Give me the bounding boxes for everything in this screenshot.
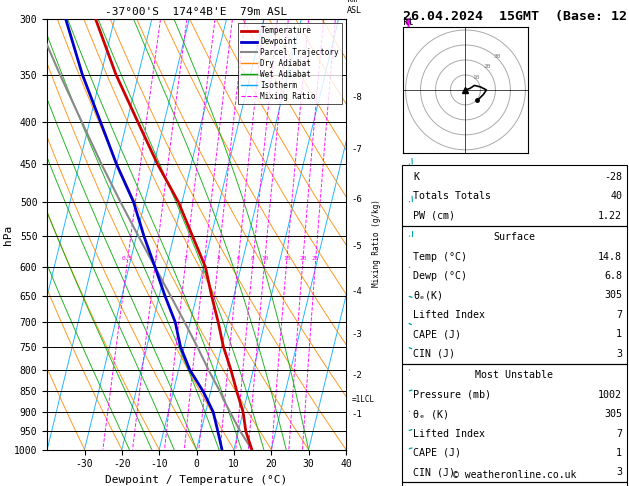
Text: 30: 30 [494,53,501,58]
Text: 3: 3 [616,349,622,359]
X-axis label: Dewpoint / Temperature (°C): Dewpoint / Temperature (°C) [106,475,287,485]
Text: 1: 1 [616,448,622,458]
Text: θₑ(K): θₑ(K) [413,291,443,300]
Legend: Temperature, Dewpoint, Parcel Trajectory, Dry Adiabat, Wet Adiabat, Isotherm, Mi: Temperature, Dewpoint, Parcel Trajectory… [238,23,342,104]
Text: 305: 305 [604,409,622,419]
Text: 0.5: 0.5 [122,256,133,261]
Text: 1: 1 [153,256,157,261]
Text: Mixing Ratio (g/kg): Mixing Ratio (g/kg) [372,199,381,287]
Text: -3: -3 [352,330,362,339]
Text: 40: 40 [610,191,622,201]
Text: Most Unstable: Most Unstable [475,370,554,380]
Text: 15: 15 [283,256,291,261]
Text: 3: 3 [616,468,622,477]
Text: Temp (°C): Temp (°C) [413,252,467,261]
Text: 4: 4 [216,256,220,261]
Text: Pressure (mb): Pressure (mb) [413,390,491,399]
Text: -4: -4 [352,287,362,296]
Text: 1002: 1002 [598,390,622,399]
Title: -37°00'S  174°4B'E  79m ASL: -37°00'S 174°4B'E 79m ASL [106,7,287,17]
Text: =1LCL: =1LCL [352,395,375,404]
Text: 8: 8 [251,256,255,261]
Bar [402,226,626,364]
Text: Dewp (°C): Dewp (°C) [413,271,467,281]
Text: 1: 1 [616,330,622,339]
Text: -8: -8 [352,93,362,102]
Text: Lifted Index: Lifted Index [413,429,485,438]
Text: 14.8: 14.8 [598,252,622,261]
Bar [402,165,626,226]
Text: Surface: Surface [493,232,535,242]
Bar [402,364,626,482]
Text: 7: 7 [616,429,622,438]
Text: 20: 20 [299,256,306,261]
Text: CAPE (J): CAPE (J) [413,448,461,458]
Text: 305: 305 [604,291,622,300]
Text: -7: -7 [352,145,362,154]
Text: CIN (J): CIN (J) [413,468,455,477]
Text: 10: 10 [472,75,480,80]
Text: 26.04.2024  15GMT  (Base: 12): 26.04.2024 15GMT (Base: 12) [403,10,629,23]
Text: Totals Totals: Totals Totals [413,191,491,201]
Text: 7: 7 [616,310,622,320]
Text: -2: -2 [352,371,362,380]
Text: 6.8: 6.8 [604,271,622,281]
Y-axis label: hPa: hPa [3,225,13,244]
Text: -28: -28 [604,172,622,182]
Text: kt: kt [403,17,415,27]
Text: K: K [413,172,419,182]
Text: θₑ (K): θₑ (K) [413,409,449,419]
Text: 10: 10 [261,256,269,261]
Text: -1: -1 [352,410,362,419]
Text: © weatheronline.co.uk: © weatheronline.co.uk [452,470,576,480]
Text: 2: 2 [184,256,187,261]
Text: CIN (J): CIN (J) [413,349,455,359]
Text: CAPE (J): CAPE (J) [413,330,461,339]
Text: 25: 25 [312,256,320,261]
Text: km
ASL: km ASL [347,0,362,15]
Text: 3: 3 [203,256,206,261]
Text: Lifted Index: Lifted Index [413,310,485,320]
Text: 20: 20 [483,64,491,69]
Text: PW (cm): PW (cm) [413,211,455,221]
Text: 1.22: 1.22 [598,211,622,221]
Text: 6: 6 [237,256,240,261]
Bar [402,482,626,486]
Text: -5: -5 [352,243,362,251]
Text: -6: -6 [352,195,362,204]
